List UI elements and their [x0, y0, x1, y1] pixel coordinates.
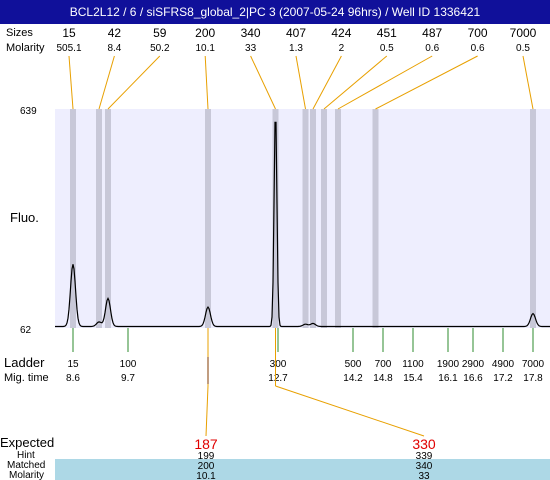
peak-molarity-label: 0.5: [380, 43, 394, 54]
ladder-size-label: 300: [270, 359, 287, 370]
peak-connector: [312, 55, 342, 110]
ladder-time-label: 8.6: [66, 373, 80, 384]
peak-connector: [522, 55, 534, 110]
ladder-time-label: 12.7: [268, 373, 288, 384]
ladder-size-label: 7000: [522, 359, 545, 370]
peak-size-label: 424: [331, 26, 351, 40]
molarity-row-label: Molarity: [6, 42, 45, 54]
matched-value: 340: [416, 461, 433, 472]
ladder-time-label: 15.4: [403, 373, 423, 384]
expected-row-label: Expected: [0, 435, 54, 450]
sizes-row-label: Sizes: [6, 27, 33, 39]
peak-molarity-label: 2: [339, 43, 345, 54]
ladder-size-label: 15: [67, 359, 79, 370]
ladder-time-label: 14.2: [343, 373, 363, 384]
peak-size-label: 487: [422, 26, 442, 40]
peak-connector: [295, 55, 306, 110]
expected-connector: [275, 385, 425, 437]
peak-size-label: 42: [108, 26, 122, 40]
matched-value: 200: [198, 461, 215, 472]
peak-connector: [250, 55, 276, 110]
peak-band: [302, 109, 309, 328]
fluorescence-trace: [55, 121, 550, 328]
expected-connector: [205, 385, 209, 437]
matched-row-label: Matched: [7, 460, 45, 471]
mig-time-row-label: Mig. time: [4, 372, 49, 384]
ladder-time-label: 16.1: [438, 373, 458, 384]
matched-molarity-value: 10.1: [196, 471, 216, 480]
peak-connector: [323, 55, 388, 110]
peak-size-label: 340: [241, 26, 261, 40]
peak-connector: [204, 55, 209, 110]
ladder-size-label: 4900: [492, 359, 515, 370]
peak-connector: [337, 55, 433, 110]
ladder-time-label: 17.2: [493, 373, 513, 384]
y-axis-label: Fluo.: [10, 210, 39, 225]
peak-band: [96, 109, 102, 328]
peak-size-label: 407: [286, 26, 306, 40]
ladder-size-label: 2900: [462, 359, 485, 370]
peak-molarity-label: 1.3: [289, 43, 303, 54]
ladder-time-label: 17.8: [523, 373, 543, 384]
ladder-size-label: 100: [120, 359, 137, 370]
peak-size-label: 200: [195, 26, 215, 40]
peak-molarity-label: 50.2: [150, 43, 170, 54]
chart-title: BCL2L12 / 6 / siSFRS8_global_2|PC 3 (200…: [69, 5, 481, 19]
hint-value: 339: [416, 451, 433, 462]
peak-band: [372, 109, 379, 328]
ladder-time-label: 14.8: [373, 373, 393, 384]
peak-band: [105, 109, 111, 328]
peak-molarity-label: 505.1: [56, 43, 81, 54]
peak-connector: [68, 55, 74, 110]
peak-molarity-label: 0.5: [516, 43, 530, 54]
title-bar: BCL2L12 / 6 / siSFRS8_global_2|PC 3 (200…: [0, 0, 550, 24]
peak-size-label: 15: [62, 26, 76, 40]
ladder-size-label: 500: [345, 359, 362, 370]
molarity-bottom-row-label: Molarity: [9, 470, 44, 480]
expected-value: 187: [194, 436, 218, 452]
peak-band: [310, 109, 316, 328]
peak-connector: [375, 55, 478, 110]
hint-value: 199: [198, 451, 215, 462]
peak-size-label: 451: [377, 26, 397, 40]
peak-connector: [107, 55, 161, 110]
peak-band: [272, 109, 279, 328]
peak-band: [321, 109, 327, 328]
peak-band: [530, 109, 536, 328]
matched-rows-background: [55, 459, 550, 480]
ladder-time-label: 9.7: [121, 373, 135, 384]
peak-band: [205, 109, 211, 328]
peak-molarity-label: 0.6: [425, 43, 439, 54]
peak-size-label: 7000: [510, 26, 537, 40]
peak-size-label: 59: [153, 26, 167, 40]
peak-molarity-label: 10.1: [195, 43, 215, 54]
ladder-size-label: 700: [375, 359, 392, 370]
ladder-row-label: Ladder: [4, 355, 45, 370]
peak-molarity-label: 0.6: [471, 43, 485, 54]
peak-connector: [98, 55, 115, 110]
peak-size-label: 700: [468, 26, 488, 40]
ladder-time-label: 16.6: [463, 373, 483, 384]
ladder-size-label: 1900: [437, 359, 460, 370]
y-tick-max: 639: [20, 106, 37, 117]
ladder-size-label: 1100: [402, 359, 424, 370]
peak-molarity-label: 8.4: [107, 43, 121, 54]
expected-value: 330: [412, 436, 436, 452]
peak-band: [335, 109, 341, 328]
peak-molarity-label: 33: [245, 43, 257, 54]
matched-molarity-value: 33: [418, 471, 430, 480]
hint-row-label: Hint: [17, 450, 35, 461]
peak-band: [70, 109, 76, 328]
y-tick-min: 62: [20, 325, 32, 336]
